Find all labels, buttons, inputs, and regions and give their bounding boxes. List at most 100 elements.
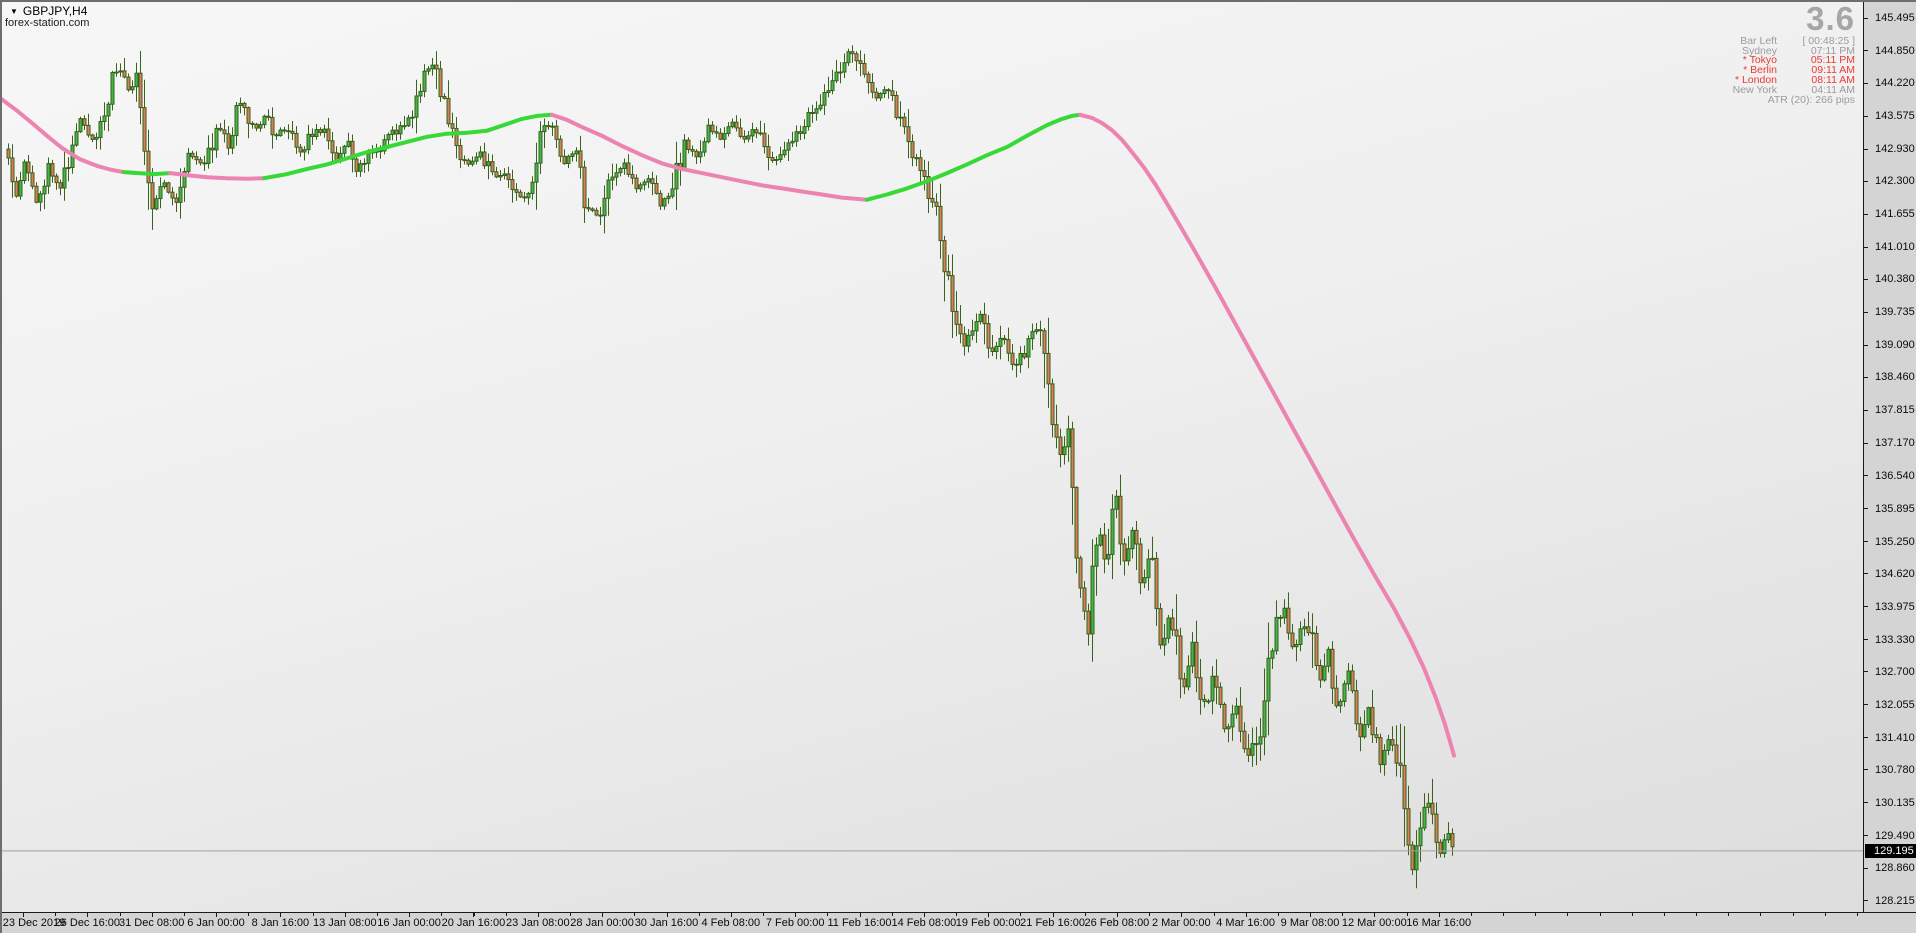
candle-bear [10,157,15,183]
time-axis-label: 7 Feb 00:00 [765,917,825,929]
candle-bull [134,72,139,88]
candle-bull [882,89,887,94]
candle-bear [862,63,867,75]
candle-bear [918,157,923,171]
session-row: Sydney 07:11 PM [1657,44,1855,57]
session-name: New York [1732,83,1777,96]
time-axis[interactable]: 23 Dec 2019 26 Dec 16:00 31 Dec 08:00 6 Jan… [2,912,1916,933]
time-tick-major [1438,913,1440,917]
ma-line-up [262,112,554,181]
candle-bull [474,156,479,162]
session-row: * Berlin 09:11 AM [1657,65,1855,76]
candle-bull [746,135,751,140]
candle-bull [1234,705,1239,715]
candle-bear [282,129,287,132]
time-tick [634,913,636,916]
ma-line-down [2,97,126,175]
candle-bull [698,151,703,158]
candle-bull [642,181,647,186]
candle-bull [1386,739,1391,751]
candle-bear [254,123,259,129]
price-axis-label: 129.490 [1875,829,1915,842]
price-axis-label: 144.850 [1875,44,1915,57]
chart-canvas[interactable]: ▼ GBPJPY,H4 forex-station.com 3.6 Bar Le… [2,2,1863,912]
candle-bear [1182,678,1187,688]
candle-bear [902,116,907,128]
time-tick-major [344,913,346,917]
candle-bear [1450,833,1455,848]
candle-bull [1282,607,1287,619]
candle-bear [770,157,775,161]
candle-bull [262,115,267,126]
time-tick [1760,913,1762,916]
candle-bull [130,86,135,91]
time-tick-major [280,913,282,917]
candle-bear [242,102,247,109]
candle-bear [1050,383,1055,426]
candle-bull [1326,648,1331,667]
candle-bear [590,208,595,211]
candle-bull [1422,806,1427,829]
candle-bull [1166,617,1171,639]
candle-bear [82,118,87,126]
time-tick [183,913,185,916]
session-name: * Tokyo [1742,54,1777,67]
candle-bull [234,105,239,137]
candle-bull [1106,553,1111,560]
candle-bear [546,125,551,128]
candle-bull [570,153,575,157]
candle-bear [946,271,951,277]
candle-bear [482,151,487,167]
time-tick [1631,913,1633,916]
price-axis-label: 130.780 [1875,763,1915,776]
candle-bear [858,60,863,64]
candle-bodies [6,51,1455,871]
candle-bull [98,121,103,138]
candle-bull [38,193,43,203]
time-axis-label: 13 Jan 08:00 [312,917,377,929]
candle-bull [722,133,727,140]
candle-bull [1126,548,1131,562]
candle-bear [1390,739,1395,746]
session-time: 07:11 PM [1810,44,1855,57]
candle-bear [126,76,131,91]
candle-bull [814,108,819,114]
candle-bear [1318,665,1323,681]
session-row: * Tokyo 05:11 PM [1657,54,1855,67]
time-tick-major [1181,913,1183,917]
price-axis-label: 141.010 [1875,241,1915,254]
price-tick [1864,835,1868,837]
candle-bear [86,124,91,136]
time-tick [248,913,250,916]
candle-bull [750,129,755,137]
time-tick [312,913,314,916]
candle-bull [1250,743,1255,756]
price-axis-label: 133.975 [1875,600,1915,613]
candle-bear [890,90,895,97]
candle-bull [410,116,415,119]
candle-bull [1062,446,1067,456]
candle-bull [1142,577,1147,584]
price-tick [1864,82,1868,84]
candle-bear [1246,748,1251,756]
price-axis-label: 132.055 [1875,698,1915,711]
candle-bull [358,163,363,172]
price-axis[interactable]: 145.495 144.850 144.220 143.575 142.930 142.3… [1863,2,1916,912]
candle-bear [14,181,19,197]
price-axis-label: 136.540 [1875,469,1915,482]
candle-bull [322,128,327,133]
time-tick [827,913,829,916]
candle-bear [1398,762,1403,766]
candle-bull [782,149,787,156]
price-tick [1864,442,1868,444]
candle-bear [54,175,59,184]
candle-bear [1074,486,1079,559]
candle-bull [1362,724,1367,738]
symbol-selector[interactable]: ▼ GBPJPY,H4 [10,4,87,18]
time-tick [441,913,443,916]
session-row: New York 04:11 AM [1657,83,1855,96]
candle-bull [1230,713,1235,728]
session-time: 04:11 AM [1811,83,1855,96]
candle-bull [1446,833,1451,841]
symbol-dropdown-icon[interactable]: ▼ [10,6,18,16]
